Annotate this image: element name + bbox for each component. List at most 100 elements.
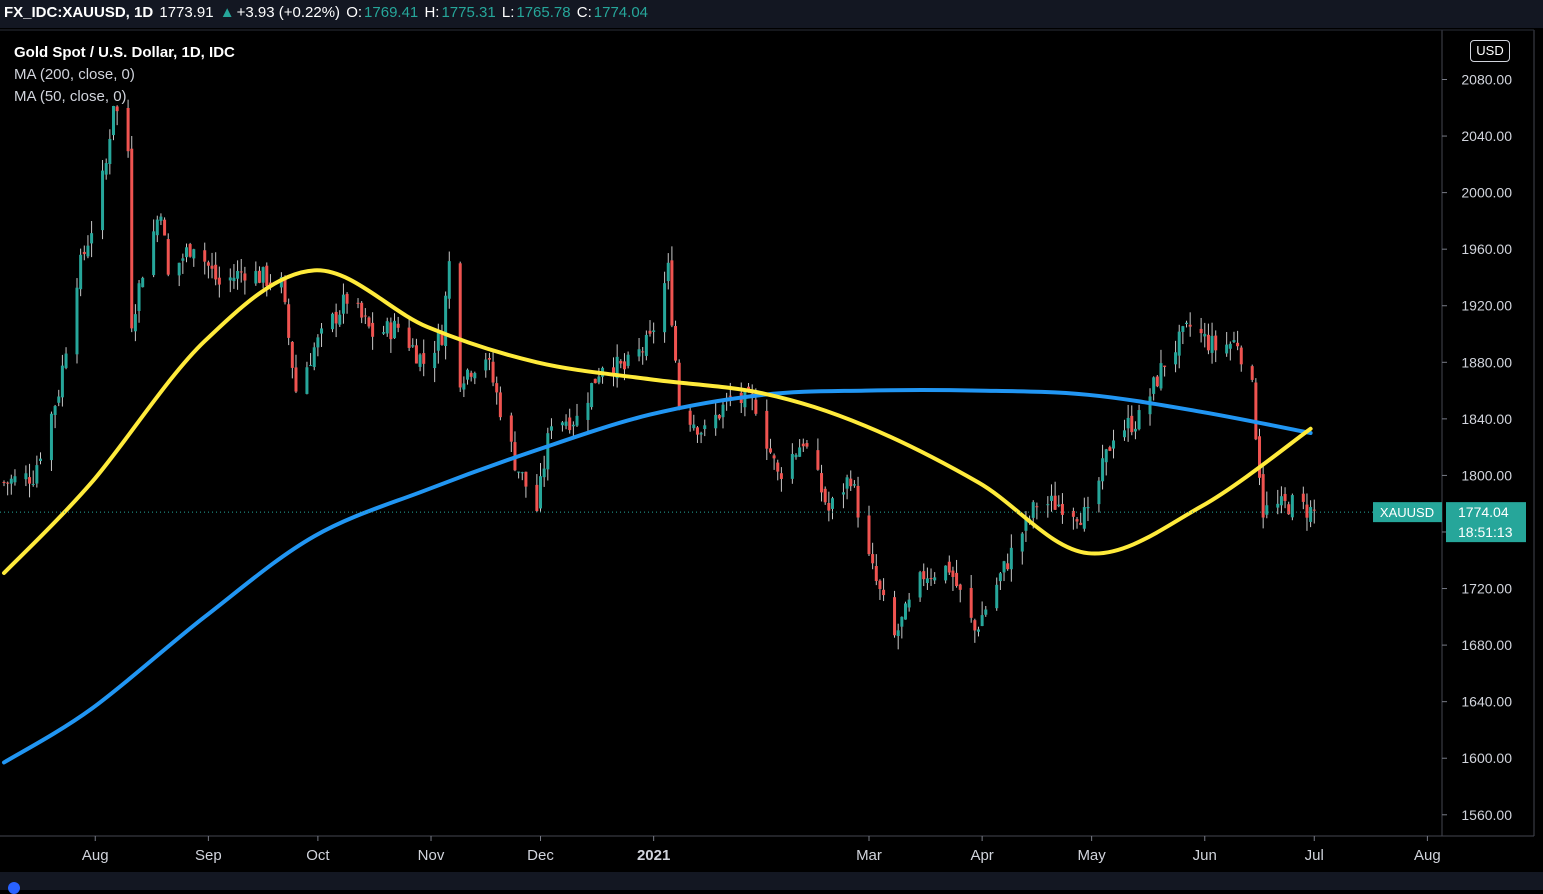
candle-body: [422, 353, 426, 364]
candle-body: [597, 376, 601, 383]
candle-body: [1075, 519, 1079, 522]
x-tick-label: Apr: [970, 847, 993, 864]
candle-body: [1258, 436, 1262, 478]
candle-body: [1086, 507, 1090, 509]
candle-body: [542, 468, 546, 478]
candle-body: [458, 263, 462, 388]
candle-body: [334, 311, 338, 324]
candle-body: [958, 584, 962, 590]
candle-body: [444, 295, 448, 346]
candle-body: [1265, 505, 1269, 515]
candle-body: [845, 477, 849, 489]
candle-body: [1203, 333, 1207, 337]
candle-body: [181, 258, 185, 261]
candle-body: [641, 351, 645, 353]
candle-body: [166, 239, 170, 275]
toolbar-dot-icon[interactable]: [8, 882, 20, 894]
candle-body: [268, 282, 272, 285]
candle-body: [955, 572, 959, 587]
candle-body: [407, 327, 411, 348]
candle-body: [768, 448, 772, 453]
candle-body: [1228, 343, 1232, 349]
candle-body: [330, 313, 334, 330]
x-tick-label: Aug: [82, 847, 109, 864]
candle-body: [393, 320, 397, 339]
candle-body: [1082, 507, 1086, 529]
candle-body: [893, 597, 897, 636]
candle-body: [933, 577, 937, 581]
candle-body: [469, 372, 473, 377]
candle-body: [287, 304, 291, 338]
x-tick-label: Dec: [527, 847, 554, 864]
candle-body: [615, 356, 619, 379]
candle-body: [1174, 352, 1178, 365]
y-tick-label: 2000.00: [1461, 185, 1512, 201]
candle-body: [830, 498, 834, 509]
x-tick-label: Sep: [195, 847, 222, 864]
legend-ma200[interactable]: MA (200, close, 0): [14, 66, 135, 83]
high-label: H:: [424, 4, 440, 21]
candle-body: [411, 345, 415, 347]
candle-body: [1305, 504, 1309, 518]
candle-body: [1239, 347, 1243, 365]
y-tick-label: 1840.00: [1461, 411, 1512, 427]
candle-body: [717, 414, 721, 419]
y-tick-label: 1560.00: [1461, 807, 1512, 823]
candle-body: [1185, 322, 1189, 325]
candle-body: [1046, 504, 1050, 506]
candle-body: [816, 450, 820, 470]
candle-body: [772, 455, 776, 459]
candle-body: [1199, 328, 1203, 334]
candle-body: [1210, 335, 1214, 353]
candle-body: [177, 262, 181, 276]
candle-body: [1279, 496, 1283, 506]
candle-body: [1079, 522, 1083, 525]
candle-body: [900, 616, 904, 627]
candle-body: [184, 247, 188, 258]
candle-body: [644, 334, 648, 356]
candle-body: [1250, 366, 1254, 380]
candle-body: [2, 481, 6, 483]
candle-body: [820, 473, 824, 493]
last-price: 1773.91: [159, 4, 214, 21]
candle-body: [692, 424, 696, 429]
candle-body: [1031, 502, 1035, 518]
legend-ma50[interactable]: MA (50, close, 0): [14, 88, 127, 105]
candle-body: [925, 578, 929, 584]
symbol-price-tag-label: XAUUSD: [1380, 505, 1434, 520]
candle-body: [356, 302, 360, 304]
candle-body: [217, 277, 221, 285]
candle-body: [841, 492, 845, 495]
candle-body: [498, 392, 502, 418]
candle-body: [612, 367, 616, 377]
candle-body: [546, 433, 550, 470]
candle-body: [345, 293, 349, 304]
candle-body: [305, 367, 309, 394]
candle-body: [440, 333, 444, 345]
candle-body: [976, 629, 980, 632]
candle-body: [243, 273, 247, 281]
candle-body: [126, 107, 130, 152]
candle-body: [290, 341, 294, 368]
candle-body: [466, 369, 470, 380]
candle-body: [1002, 561, 1006, 573]
candle-body: [9, 478, 13, 484]
x-tick-label: Oct: [306, 847, 330, 864]
candle-body: [155, 219, 159, 236]
candle-body: [232, 277, 236, 282]
candle-body: [805, 443, 809, 447]
candle-body: [626, 354, 630, 366]
candle-body: [1214, 335, 1218, 351]
candle-body: [31, 484, 35, 486]
candle-body: [210, 265, 214, 269]
candle-body: [1101, 458, 1105, 482]
legend-title[interactable]: Gold Spot / U.S. Dollar, 1D, IDC: [14, 44, 235, 61]
candle-body: [637, 349, 641, 357]
y-tick-label: 2080.00: [1461, 71, 1512, 87]
currency-badge[interactable]: USD: [1470, 40, 1510, 62]
candle-body: [385, 321, 389, 334]
candle-body: [312, 347, 316, 367]
symbol-name[interactable]: FX_IDC:XAUUSD, 1D: [4, 4, 154, 21]
candle-body: [1155, 376, 1159, 387]
